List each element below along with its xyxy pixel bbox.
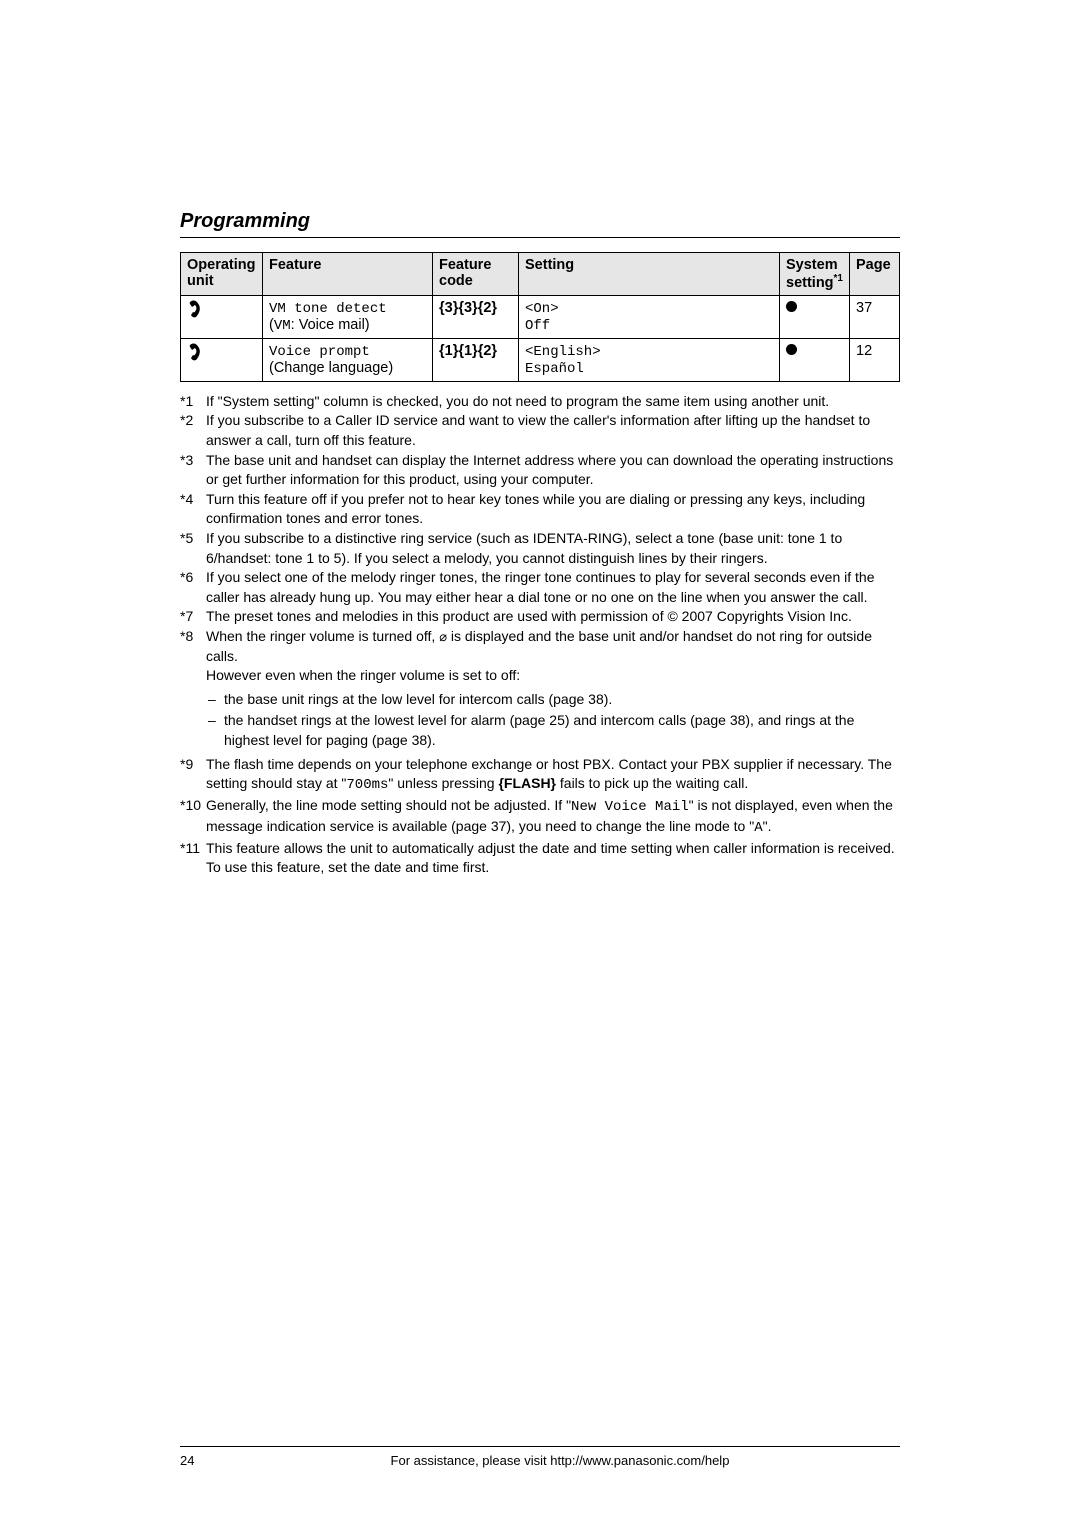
dot-icon [786, 344, 797, 355]
feature-table: Operating unit Feature Feature code Sett… [180, 252, 900, 382]
fn-body: Generally, the line mode setting should … [206, 796, 900, 839]
fn9-mono1: 700ms [346, 777, 388, 793]
cell-feature: VM tone detect (VM: Voice mail) [263, 295, 433, 338]
page-root: Programming Operating unit Feature Featu… [0, 0, 1080, 1528]
footnote: *10 Generally, the line mode setting sho… [180, 796, 900, 839]
footnote: *1If "System setting" column is checked,… [180, 392, 900, 412]
footnote: *6If you select one of the melody ringer… [180, 568, 900, 607]
setting-l2: Off [525, 318, 550, 334]
fn10-mono1: New Voice Mail [571, 799, 689, 815]
page-number: 24 [180, 1453, 220, 1468]
feature-l2: (Change language) [269, 360, 393, 376]
dot-icon [786, 301, 797, 312]
th-system-setting: System setting*1 [780, 253, 850, 296]
handset-icon [187, 300, 201, 318]
footnote: *4Turn this feature off if you prefer no… [180, 490, 900, 529]
fn-body: This feature allows the unit to automati… [206, 839, 900, 878]
fn8-extra: However even when the ringer volume is s… [206, 666, 900, 686]
feature-l1: Voice prompt [269, 344, 370, 360]
fn10-mono2: A [754, 820, 762, 836]
code-text: {1}{1}{2} [439, 343, 497, 359]
table-row: Voice prompt (Change language) {1}{1}{2}… [181, 338, 900, 381]
cell-unit-icon [181, 295, 263, 338]
footnote: *3The base unit and handset can display … [180, 451, 900, 490]
feature-l2-post: : Voice mail) [291, 317, 370, 333]
fn-body: If "System setting" column is checked, y… [206, 392, 900, 412]
fn9-post: fails to pick up the waiting call. [556, 775, 748, 791]
fn-key: *3 [180, 451, 206, 490]
cell-feature: Voice prompt (Change language) [263, 338, 433, 381]
fn-key: *5 [180, 529, 206, 568]
footnotes: *1If "System setting" column is checked,… [180, 392, 900, 878]
fn-key: *10 [180, 796, 206, 839]
th-feature: Feature [263, 253, 433, 296]
fn-body: The preset tones and melodies in this pr… [206, 607, 900, 627]
fn8-pre: When the ringer volume is turned off, [206, 628, 439, 644]
th-system-l2: setting [786, 275, 834, 291]
fn-body: When the ringer volume is turned off, ⌀ … [206, 627, 900, 755]
th-setting: Setting [519, 253, 780, 296]
cell-code: {1}{1}{2} [433, 338, 519, 381]
cell-page: 37 [850, 295, 900, 338]
fn-key: *11 [180, 839, 206, 878]
footnote: *11This feature allows the unit to autom… [180, 839, 900, 878]
th-feature-code: Feature code [433, 253, 519, 296]
fn9-bold: {FLASH} [498, 775, 556, 791]
th-system-sup: *1 [834, 273, 843, 284]
fn-body: The flash time depends on your telephone… [206, 755, 900, 796]
cell-code: {3}{3}{2} [433, 295, 519, 338]
section-title: Programming [180, 210, 900, 238]
cell-system [780, 295, 850, 338]
fn8-b1: the base unit rings at the low level for… [224, 690, 900, 710]
fn-body: If you subscribe to a distinctive ring s… [206, 529, 900, 568]
handset-icon [187, 343, 201, 361]
footnote: *9 The flash time depends on your teleph… [180, 755, 900, 796]
footer-assist-text: For assistance, please visit http://www.… [220, 1453, 900, 1468]
th-system-l1: System [786, 257, 838, 273]
cell-system [780, 338, 850, 381]
footnote: *2If you subscribe to a Caller ID servic… [180, 411, 900, 450]
fn-key: *9 [180, 755, 206, 796]
feature-l2-mono: VM [274, 318, 291, 334]
fn10-post: ". [763, 818, 772, 834]
setting-l2: Español [525, 361, 584, 377]
ringer-off-icon: ⌀ [439, 629, 447, 644]
fn9-mid: " unless pressing [388, 775, 498, 791]
code-text: {3}{3}{2} [439, 300, 497, 316]
th-operating-unit: Operating unit [181, 253, 263, 296]
setting-l1: <English> [525, 344, 601, 360]
fn10-pre: Generally, the line mode setting should … [206, 797, 571, 813]
fn-key: *2 [180, 411, 206, 450]
fn-body: Turn this feature off if you prefer not … [206, 490, 900, 529]
footnote: *8 When the ringer volume is turned off,… [180, 627, 900, 755]
fn-body: If you select one of the melody ringer t… [206, 568, 900, 607]
fn-key: *8 [180, 627, 206, 755]
cell-page: 12 [850, 338, 900, 381]
page-footer: 24 For assistance, please visit http://w… [180, 1446, 900, 1468]
fn-key: *6 [180, 568, 206, 607]
fn8-bullets: the base unit rings at the low level for… [206, 690, 900, 751]
table-row: VM tone detect (VM: Voice mail) {3}{3}{2… [181, 295, 900, 338]
cell-setting: <English> Español [519, 338, 780, 381]
th-page: Page [850, 253, 900, 296]
feature-l1: VM tone detect [269, 301, 387, 317]
footnote: *7The preset tones and melodies in this … [180, 607, 900, 627]
fn-key: *1 [180, 392, 206, 412]
fn8-b2: the handset rings at the lowest level fo… [224, 711, 900, 750]
fn-key: *7 [180, 607, 206, 627]
table-header-row: Operating unit Feature Feature code Sett… [181, 253, 900, 296]
cell-setting: <On> Off [519, 295, 780, 338]
cell-unit-icon [181, 338, 263, 381]
footnote: *5If you subscribe to a distinctive ring… [180, 529, 900, 568]
fn-key: *4 [180, 490, 206, 529]
setting-l1: <On> [525, 301, 559, 317]
fn-body: The base unit and handset can display th… [206, 451, 900, 490]
fn-body: If you subscribe to a Caller ID service … [206, 411, 900, 450]
